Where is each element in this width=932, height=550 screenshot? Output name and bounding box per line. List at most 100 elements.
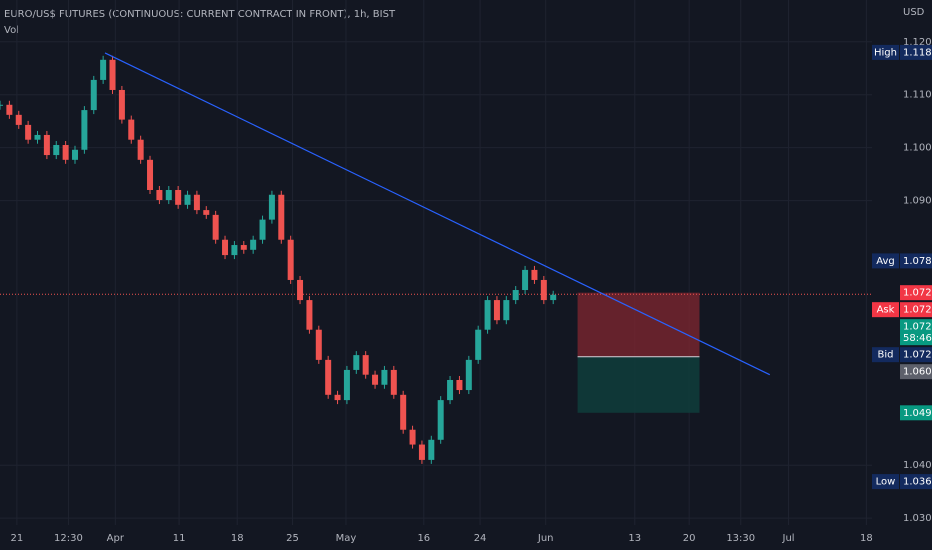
chart-title: EURO/US$ FUTURES (CONTINUOUS: CURRENT CO… [4,9,396,20]
price-tag-name-box [872,347,899,363]
candle [268,194,275,220]
x-tick-label: 20 [683,533,696,544]
candle [447,379,454,401]
trendline [104,52,771,376]
candle [203,210,210,215]
y-tick-label: 1.0900 [903,196,932,207]
candle [100,59,107,80]
candle [297,279,304,301]
candle [72,149,79,160]
candle [137,139,144,160]
x-tick-label: Jun [537,533,554,544]
price-tag-label: 1.0720 [903,350,932,361]
candle [128,119,135,140]
candle [437,400,444,440]
candle [240,245,247,250]
candle [315,329,322,360]
candle [334,394,341,401]
price-tag-name: Avg [876,256,895,267]
candle [512,290,519,301]
price-tag [900,474,932,490]
candle [212,214,219,240]
candle [400,394,407,430]
price-tag-name: Low [876,477,896,488]
price-tag [900,405,932,421]
y-tick-label: 1.1000 [903,143,932,154]
price-tag [900,44,932,60]
candle [418,444,425,460]
candle [456,379,463,391]
candle [156,189,163,201]
y-tick-label: 1.0400 [903,460,932,471]
x-tick-label: 16 [417,533,430,544]
candle [493,300,500,321]
candle [43,134,50,156]
x-tick-label: 18 [860,533,873,544]
candle [353,355,360,370]
x-tick-label: May [336,533,357,544]
price-tag [900,347,932,363]
candle [362,355,369,375]
x-tick-label: 24 [474,533,487,544]
candle [259,219,266,240]
candle [193,194,200,211]
x-tick-label: 11 [173,533,186,544]
x-tick-label: Jul [782,533,795,544]
candle [381,369,388,385]
price-tag [900,364,932,380]
candle [390,369,397,395]
candle [484,300,491,330]
candle [325,359,332,395]
price-tag-label: 1.0726 [903,288,932,299]
countdown: 58:46 [903,333,932,344]
price-tag-name: Bid [878,350,894,361]
price-tag-name: High [874,47,897,58]
candle [175,189,182,205]
candle [184,194,191,205]
candle [62,145,69,160]
candle [250,239,257,250]
candle [343,369,350,401]
y-tick-label: 1.1100 [903,90,932,101]
candle [147,159,154,190]
candle [287,239,294,280]
x-tick-label: Apr [107,533,125,544]
candle [0,104,3,106]
price-tag [900,302,932,318]
candle [53,145,60,156]
y-tick-label: 1.0300 [903,513,932,524]
candle [522,269,529,291]
candle [34,134,41,140]
candle [372,374,379,385]
candle [306,300,313,330]
candle [465,359,472,391]
x-tick-label: 13:30 [726,533,755,544]
candle [25,124,32,140]
candle [109,59,116,90]
candle [222,239,229,256]
price-tag [900,253,932,269]
candle [15,114,22,125]
price-tag-label: 1.0499 [903,408,932,419]
price-tag-name-box [872,253,899,269]
candle [550,294,557,301]
candle [231,245,238,256]
profit-zone [577,356,700,413]
price-tag [900,319,932,346]
price-tag-name-box [872,474,899,490]
candle [278,194,285,240]
x-tick-label: 12:30 [54,533,83,544]
subtitle: Vol [4,25,19,36]
price-tag-name: Ask [877,305,895,316]
currency: USD [903,7,925,18]
candle [531,269,538,280]
candle [81,110,88,150]
candle [503,300,510,321]
x-tick-label: 13 [628,533,641,544]
candle [118,89,125,120]
candle [165,189,172,201]
price-tag-label: 1.0369 [903,477,932,488]
candle [475,329,482,360]
